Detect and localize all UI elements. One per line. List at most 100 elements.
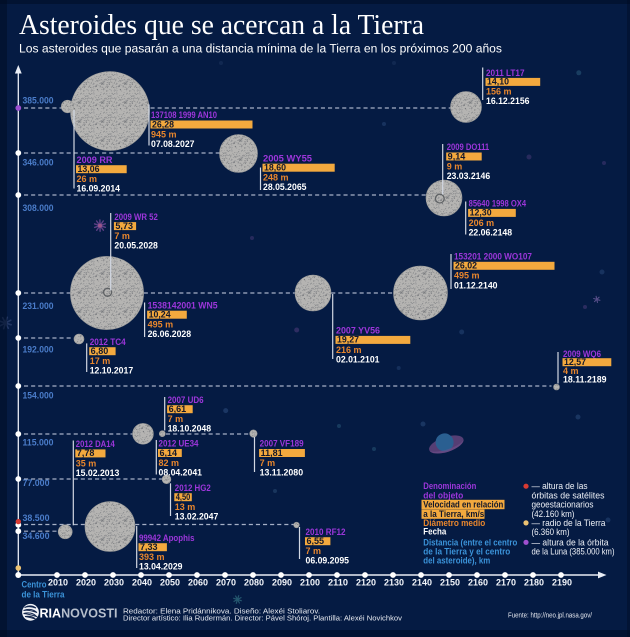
svg-text:6,61: 6,61 xyxy=(169,404,187,414)
svg-text:137108 1999 AN10: 137108 1999 AN10 xyxy=(151,110,217,120)
svg-text:9 m: 9 m xyxy=(447,161,463,171)
svg-text:231.000: 231.000 xyxy=(23,301,54,312)
svg-text:2090: 2090 xyxy=(272,578,292,589)
svg-text:2120: 2120 xyxy=(356,578,376,589)
svg-text:385.000: 385.000 xyxy=(23,95,54,106)
svg-text:12,30: 12,30 xyxy=(470,208,492,218)
svg-text:4 m: 4 m xyxy=(563,366,579,376)
svg-text:01.12.2140: 01.12.2140 xyxy=(454,280,498,290)
svg-text:2012 HG2: 2012 HG2 xyxy=(175,483,211,493)
svg-text:2007 VF189: 2007 VF189 xyxy=(260,439,304,449)
svg-text:10,24: 10,24 xyxy=(149,310,171,320)
svg-text:— radio de la Tierra: — radio de la Tierra xyxy=(532,518,607,528)
svg-text:2180: 2180 xyxy=(524,578,544,589)
svg-text:77.000: 77.000 xyxy=(23,478,50,489)
svg-text:Redactor: Elena Pridánnikova.: Redactor: Elena Pridánnikova. Diseño: Al… xyxy=(123,606,320,615)
svg-text:13.02.2047: 13.02.2047 xyxy=(175,512,219,522)
svg-text:2011 LT17: 2011 LT17 xyxy=(486,68,525,78)
svg-text:206 m: 206 m xyxy=(469,218,495,228)
svg-text:15.02.2013: 15.02.2013 xyxy=(76,468,120,478)
svg-text:14,10: 14,10 xyxy=(487,77,509,87)
svg-text:495 m: 495 m xyxy=(454,271,480,281)
svg-text:2007 UD6: 2007 UD6 xyxy=(168,395,204,405)
svg-text:2150: 2150 xyxy=(440,578,460,589)
svg-text:20.05.2028: 20.05.2028 xyxy=(114,241,157,251)
svg-text:2009 RR: 2009 RR xyxy=(77,155,113,165)
svg-text:7 m: 7 m xyxy=(306,546,322,556)
svg-text:7,78: 7,78 xyxy=(77,448,95,458)
svg-text:Distancia (entre el centro: Distancia (entre el centro xyxy=(423,537,517,547)
svg-text:2012 DA14: 2012 DA14 xyxy=(76,439,115,449)
svg-text:28.05.2065: 28.05.2065 xyxy=(263,182,307,192)
svg-text:2130: 2130 xyxy=(384,578,404,589)
svg-text:2050: 2050 xyxy=(160,578,180,589)
svg-text:9,14: 9,14 xyxy=(448,151,466,161)
svg-text:a la Tierra, km/s: a la Tierra, km/s xyxy=(423,509,484,519)
svg-text:16.09.2014: 16.09.2014 xyxy=(77,184,121,194)
svg-text:geoestacionarios: geoestacionarios xyxy=(532,500,594,510)
svg-text:2070: 2070 xyxy=(216,578,236,589)
svg-text:Diámetro medio: Diámetro medio xyxy=(423,518,485,528)
svg-text:23.03.2146: 23.03.2146 xyxy=(447,171,491,181)
svg-text:308.000: 308.000 xyxy=(23,203,54,214)
svg-text:26,02: 26,02 xyxy=(455,261,477,271)
svg-text:6,55: 6,55 xyxy=(307,536,325,546)
svg-text:945 m: 945 m xyxy=(151,129,177,139)
svg-text:11,81: 11,81 xyxy=(261,448,283,458)
svg-text:2010: 2010 xyxy=(48,578,68,589)
svg-text:2140: 2140 xyxy=(412,578,432,589)
svg-text:de la Tierra: de la Tierra xyxy=(22,590,66,601)
svg-text:2100: 2100 xyxy=(300,578,320,589)
svg-text:17 m: 17 m xyxy=(90,356,111,366)
svg-text:08.04.2041: 08.04.2041 xyxy=(159,468,203,478)
svg-text:6,80: 6,80 xyxy=(91,346,109,356)
svg-text:2080: 2080 xyxy=(244,578,264,589)
svg-text:154.000: 154.000 xyxy=(23,391,54,402)
svg-text:2009 WR 52: 2009 WR 52 xyxy=(114,212,157,222)
svg-text:2170: 2170 xyxy=(496,578,516,589)
svg-text:— altura de la órbita: — altura de la órbita xyxy=(532,537,610,547)
svg-text:07.08.2027: 07.08.2027 xyxy=(151,139,195,149)
svg-text:2040: 2040 xyxy=(132,578,152,589)
svg-text:6,14: 6,14 xyxy=(160,448,178,458)
svg-text:13 m: 13 m xyxy=(175,502,196,512)
svg-text:393 m: 393 m xyxy=(139,552,165,562)
svg-text:13,06: 13,06 xyxy=(78,164,100,174)
svg-text:2012 TC4: 2012 TC4 xyxy=(90,337,126,347)
svg-text:Denominación: Denominación xyxy=(423,481,476,491)
svg-text:(42.160 km): (42.160 km) xyxy=(532,509,575,519)
svg-text:216 m: 216 m xyxy=(336,345,362,355)
svg-text:99942 Apophis: 99942 Apophis xyxy=(139,533,195,543)
svg-text:órbitas de satélites: órbitas de satélites xyxy=(532,490,605,500)
svg-text:Los asteroides que pasarán a u: Los asteroides que pasarán a una distanc… xyxy=(19,41,502,55)
svg-text:2007 YV56: 2007 YV56 xyxy=(336,326,380,336)
svg-text:38.500: 38.500 xyxy=(23,513,50,524)
svg-text:34.600: 34.600 xyxy=(23,531,50,542)
svg-text:2020: 2020 xyxy=(76,578,96,589)
svg-text:del objeto: del objeto xyxy=(423,490,463,500)
svg-text:02.01.2101: 02.01.2101 xyxy=(336,354,380,364)
svg-text:7 m: 7 m xyxy=(260,458,276,468)
svg-text:85640 1998 OX4: 85640 1998 OX4 xyxy=(469,199,526,209)
svg-text:18.10.2048: 18.10.2048 xyxy=(168,424,212,434)
svg-text:26 m: 26 m xyxy=(77,174,98,184)
svg-text:495 m: 495 m xyxy=(148,320,174,330)
svg-text:346.000: 346.000 xyxy=(23,158,54,169)
svg-text:19,27: 19,27 xyxy=(337,335,359,345)
svg-text:248 m: 248 m xyxy=(263,173,289,183)
svg-text:2012 UE34: 2012 UE34 xyxy=(159,439,199,449)
svg-text:13.11.2080: 13.11.2080 xyxy=(260,468,304,478)
svg-text:13.04.2029: 13.04.2029 xyxy=(139,562,183,572)
svg-text:2005 WY55: 2005 WY55 xyxy=(263,153,312,163)
svg-text:26,28: 26,28 xyxy=(152,119,174,129)
svg-text:(6.360 km): (6.360 km) xyxy=(532,527,570,537)
svg-text:06.09.2095: 06.09.2095 xyxy=(306,556,350,566)
svg-text:1538142001 WN5: 1538142001 WN5 xyxy=(148,300,218,310)
svg-text:de la Luna (385.000 km): de la Luna (385.000 km) xyxy=(532,547,615,557)
svg-text:5,73: 5,73 xyxy=(115,221,133,231)
svg-text:Centro: Centro xyxy=(22,580,47,591)
svg-text:Fecha: Fecha xyxy=(423,527,447,537)
svg-text:2160: 2160 xyxy=(468,578,488,589)
svg-text:18,60: 18,60 xyxy=(264,163,286,173)
svg-text:Director artístico: Ilia Ruder: Director artístico: Ilia Rudermán. Direc… xyxy=(123,614,402,623)
